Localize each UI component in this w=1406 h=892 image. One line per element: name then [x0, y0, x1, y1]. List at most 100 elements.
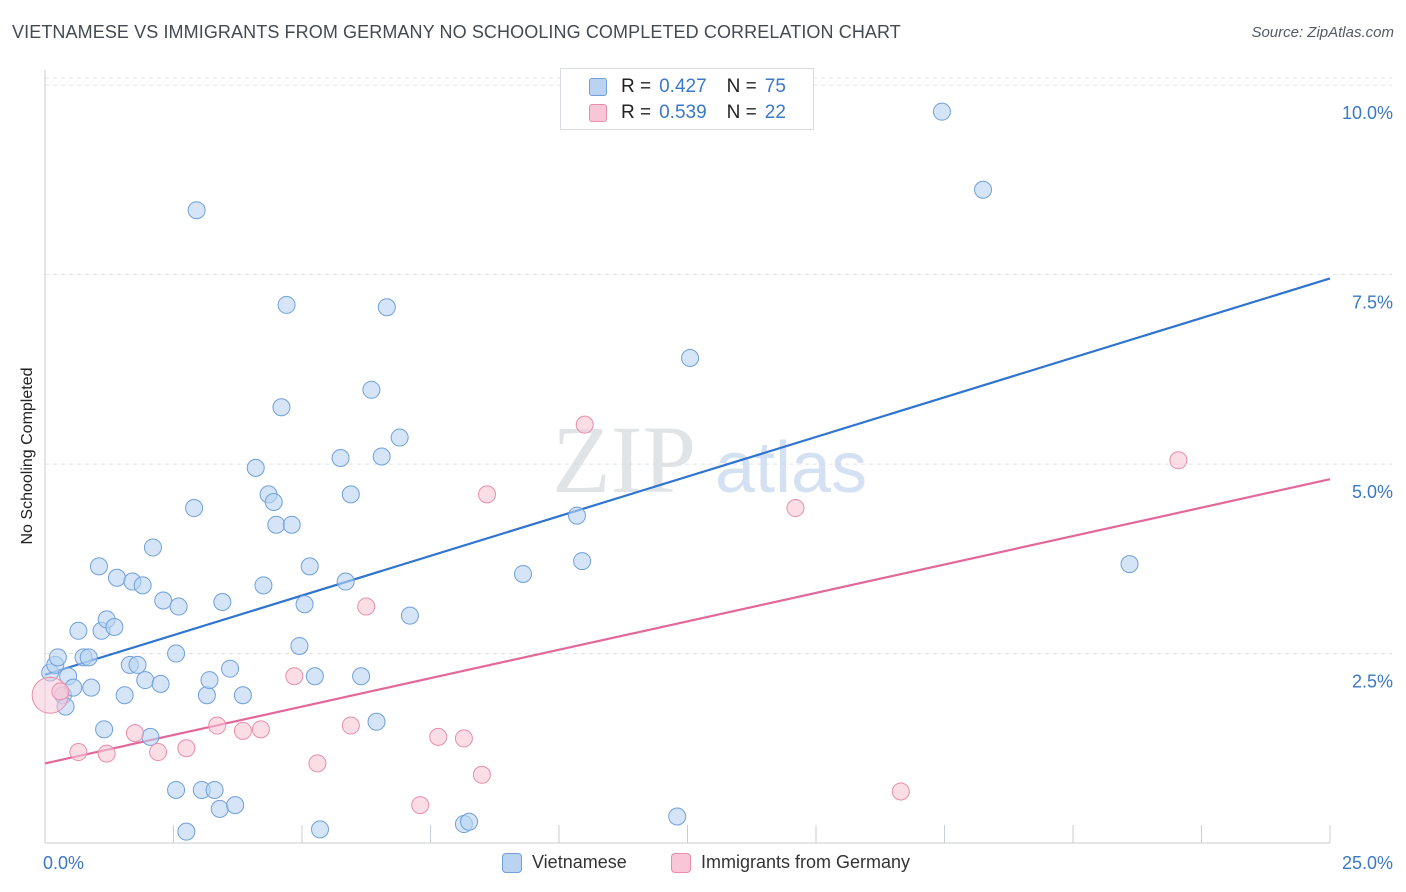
- point-vietnamese: [177, 822, 196, 841]
- point-vietnamese: [115, 686, 134, 705]
- legend-swatch-germany: [589, 104, 607, 122]
- grid-lines: [45, 77, 1392, 655]
- point-vietnamese: [277, 295, 296, 314]
- point-vietnamese: [254, 576, 273, 595]
- legend-swatch-vietnamese: [589, 78, 607, 96]
- trendline-vietnamese: [44, 277, 1331, 676]
- point-germany: [285, 667, 304, 686]
- point-vietnamese: [272, 398, 291, 417]
- point-vietnamese: [668, 807, 687, 826]
- point-germany: [1169, 451, 1188, 470]
- point-vietnamese: [400, 606, 419, 625]
- point-vietnamese: [514, 564, 533, 583]
- point-vietnamese: [290, 636, 309, 655]
- point-vietnamese: [932, 102, 951, 121]
- point-vietnamese: [95, 720, 114, 739]
- point-vietnamese: [133, 576, 152, 595]
- point-germany: [411, 796, 430, 815]
- point-vietnamese: [143, 538, 162, 557]
- point-germany: [51, 682, 70, 701]
- point-vietnamese: [205, 780, 224, 799]
- legend-label-germany: Immigrants from Germany: [701, 852, 911, 872]
- point-vietnamese: [167, 780, 186, 799]
- legend-r-label: R =: [621, 102, 652, 123]
- point-vietnamese: [185, 499, 204, 518]
- point-vietnamese: [79, 648, 98, 667]
- point-vietnamese: [390, 428, 409, 447]
- point-vietnamese: [573, 552, 592, 571]
- point-vietnamese: [213, 593, 232, 612]
- point-vietnamese: [136, 671, 155, 690]
- legend-n-label: N =: [726, 102, 757, 123]
- trendline-germany: [44, 478, 1331, 765]
- point-vietnamese: [362, 380, 381, 399]
- y-axis-label: No Schooling Completed: [19, 367, 36, 545]
- point-vietnamese: [336, 572, 355, 591]
- point-germany: [357, 597, 376, 616]
- axes: [44, 70, 1331, 844]
- point-vietnamese: [89, 557, 108, 576]
- point-vietnamese: [69, 621, 88, 640]
- point-vietnamese: [233, 686, 252, 705]
- point-vietnamese: [331, 449, 350, 468]
- point-germany: [454, 729, 473, 748]
- chart-title: VIETNAMESE VS IMMIGRANTS FROM GERMANY NO…: [12, 22, 901, 42]
- point-vietnamese: [154, 591, 173, 610]
- point-vietnamese: [210, 799, 229, 818]
- point-vietnamese: [310, 820, 329, 839]
- point-germany: [341, 716, 360, 735]
- scatter-points: [31, 102, 1188, 841]
- legend-row-vietnamese: R = 0.427 N = 75: [589, 75, 786, 99]
- point-vietnamese: [300, 557, 319, 576]
- point-germany: [125, 724, 144, 743]
- legend-item-vietnamese: Vietnamese: [502, 852, 627, 873]
- point-vietnamese: [151, 674, 170, 693]
- y-tick-label: 10.0%: [1342, 103, 1393, 123]
- point-germany: [251, 720, 270, 739]
- legend-r-label: R =: [621, 76, 652, 97]
- y-tick-label: 5.0%: [1352, 482, 1393, 502]
- point-vietnamese: [226, 796, 245, 815]
- point-germany: [891, 782, 910, 801]
- point-vietnamese: [128, 655, 147, 674]
- legend-n-label: N =: [726, 76, 757, 97]
- correlation-legend: R = 0.427 N = 75 R = 0.539 N = 22: [560, 68, 814, 130]
- point-vietnamese: [246, 458, 265, 477]
- point-vietnamese: [367, 712, 386, 731]
- watermark: ZIP atlas: [552, 406, 867, 513]
- legend-label-vietnamese: Vietnamese: [532, 852, 627, 872]
- point-germany: [429, 727, 448, 746]
- point-germany: [69, 743, 88, 762]
- x-tick-label: 0.0%: [43, 853, 84, 873]
- point-vietnamese: [169, 597, 188, 616]
- point-vietnamese: [264, 492, 283, 511]
- legend-swatch-germany: [671, 852, 691, 873]
- y-tick-label: 7.5%: [1352, 293, 1393, 313]
- point-vietnamese: [48, 648, 67, 667]
- point-germany: [233, 721, 252, 740]
- legend-n-value-vietnamese: 75: [764, 76, 786, 97]
- point-vietnamese: [187, 201, 206, 220]
- point-vietnamese: [460, 812, 479, 831]
- point-vietnamese: [974, 180, 993, 199]
- point-vietnamese: [141, 727, 160, 746]
- point-germany: [97, 744, 116, 763]
- legend-r-value-germany: 0.539: [659, 102, 707, 123]
- x-tick-label: 25.0%: [1342, 853, 1393, 873]
- y-tick-label: 2.5%: [1352, 672, 1393, 692]
- point-vietnamese: [305, 667, 324, 686]
- trendlines: [44, 277, 1331, 765]
- source-credit: Source: ZipAtlas.com: [1251, 24, 1394, 41]
- legend-r-value-vietnamese: 0.427: [659, 76, 707, 97]
- point-vietnamese: [681, 348, 700, 367]
- legend-n-value-germany: 22: [764, 102, 786, 123]
- point-vietnamese: [221, 659, 240, 678]
- point-vietnamese: [82, 678, 101, 697]
- point-germany: [575, 415, 594, 434]
- point-vietnamese: [377, 298, 396, 317]
- point-vietnamese: [105, 618, 124, 637]
- legend-row-germany: R = 0.539 N = 22: [589, 101, 786, 125]
- point-germany: [308, 754, 327, 773]
- point-germany: [149, 743, 168, 762]
